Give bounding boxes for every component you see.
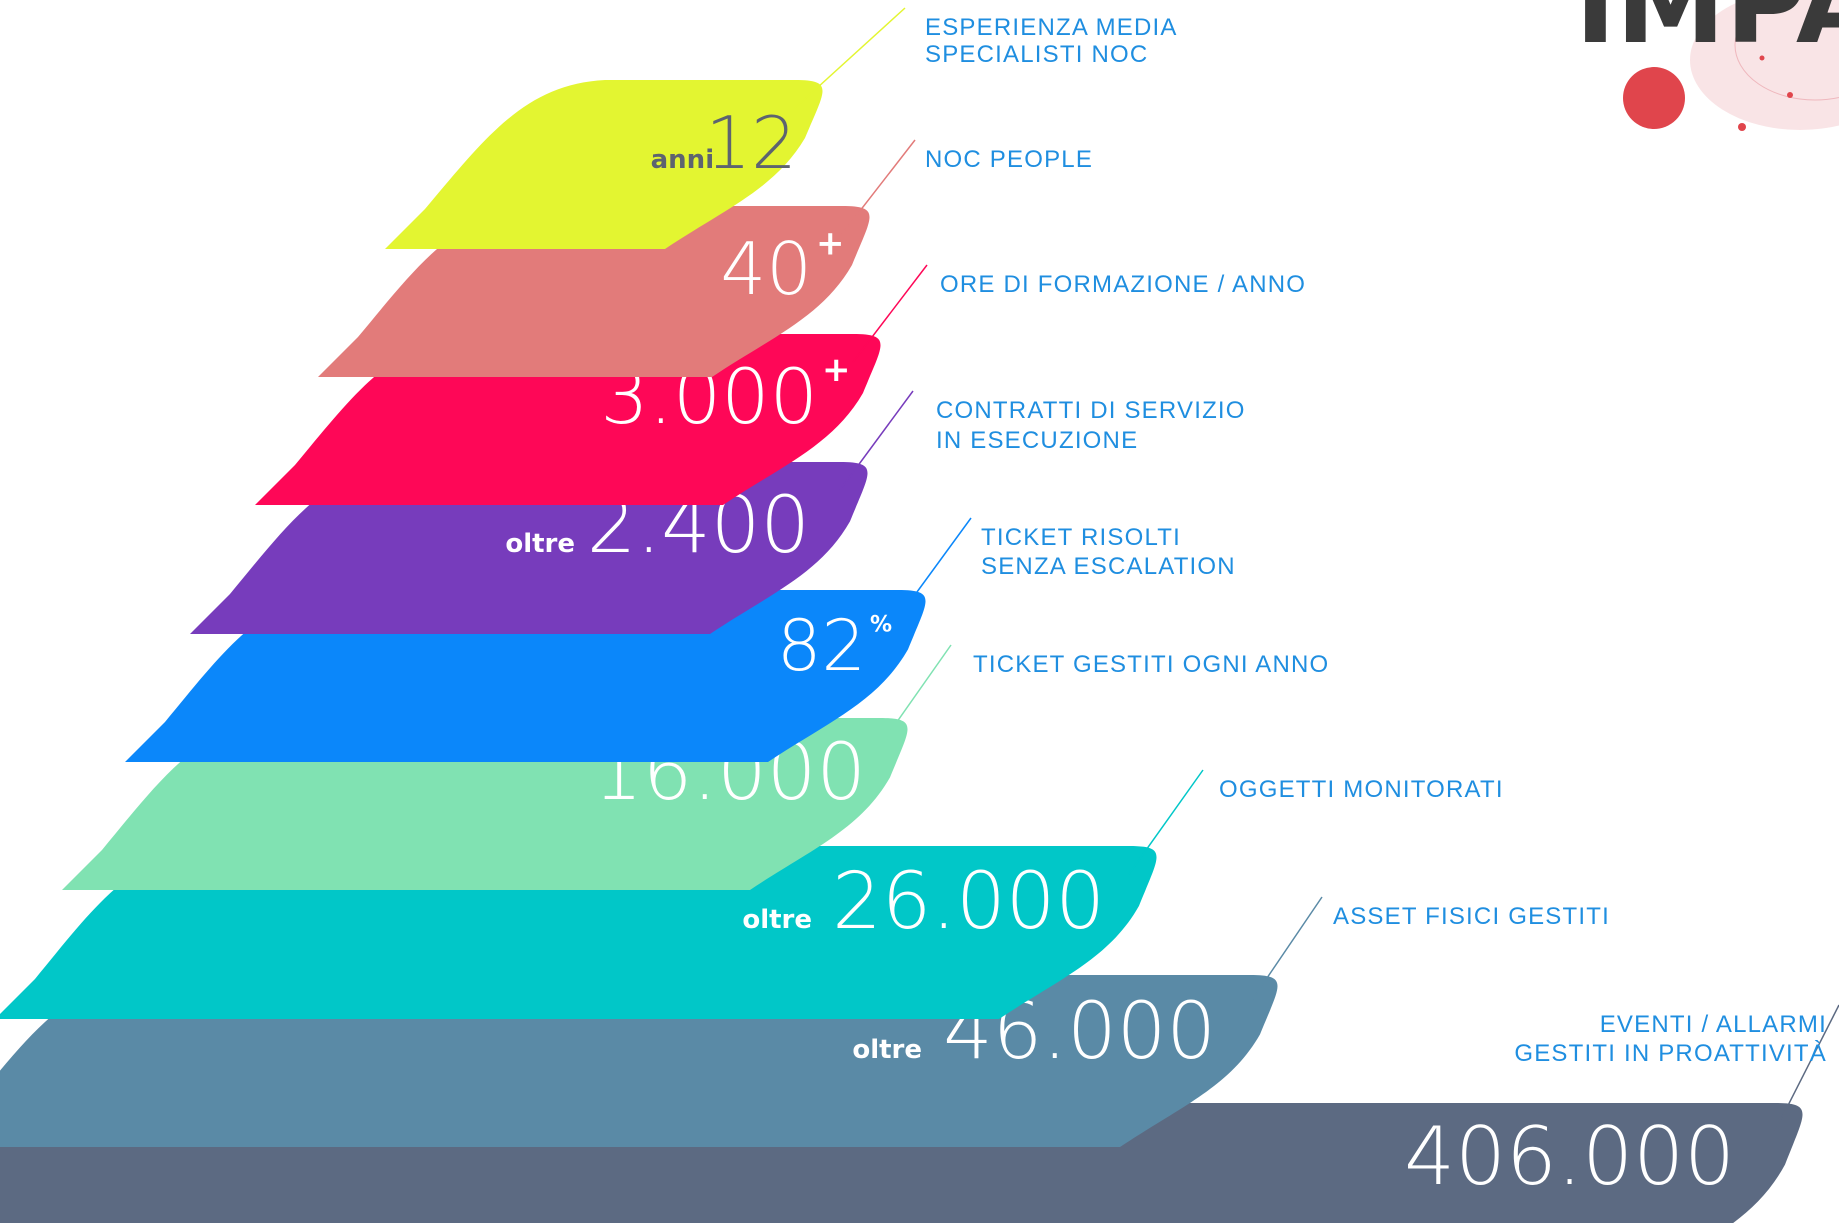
- band-superscript: %: [870, 613, 892, 638]
- band-label-line: SENZA ESCALATION: [981, 553, 1236, 580]
- band-value: 12: [705, 101, 797, 185]
- leader-line: [1774, 1004, 1839, 1132]
- leader-line: [1128, 769, 1204, 875]
- leader-line: [794, 7, 906, 109]
- label-ticket-gestiti: TICKET GESTITI OGNI ANNO: [973, 651, 1329, 678]
- band-superscript: +: [816, 223, 845, 263]
- logo-wordmark: IMPA: [1575, 0, 1839, 68]
- label-asset-fisici: ASSET FISICI GESTITI: [1333, 903, 1610, 930]
- band-label-line: TICKET GESTITI OGNI ANNO: [973, 651, 1329, 678]
- band-value: 82: [777, 605, 866, 687]
- logo-swirl: [1690, 0, 1839, 130]
- logo-corner: IMPA: [1575, 0, 1839, 131]
- logo-dot-small: [1738, 123, 1746, 131]
- band-prefix: anni: [651, 145, 714, 175]
- logo-dot-tiny: [1759, 55, 1765, 61]
- label-noc-people: NOC PEOPLE: [925, 146, 1093, 173]
- band-label-line: SPECIALISTI NOC: [925, 41, 1148, 68]
- band-prefix: oltre: [852, 1035, 922, 1065]
- band-label-line: OGGETTI MONITORATI: [1219, 776, 1504, 803]
- leader-line: [839, 390, 914, 491]
- leader-line: [852, 264, 928, 363]
- band-label-line: ESPERIENZA MEDIA: [925, 14, 1178, 41]
- band-shape: [385, 80, 823, 249]
- logo-dot-tiny: [1787, 92, 1793, 98]
- logo-dot-large: [1623, 67, 1685, 129]
- leader-line: [897, 517, 972, 619]
- band-value: 406.000: [1404, 1110, 1735, 1203]
- band-value: 40: [720, 227, 812, 311]
- label-contratti: CONTRATTI DI SERVIZIO IN ESECUZIONE: [936, 397, 1246, 454]
- band-label-line: EVENTI / ALLARMI: [1600, 1011, 1827, 1038]
- leader-line: [1249, 896, 1323, 1004]
- band-label-line: CONTRATTI DI SERVIZIO: [936, 397, 1246, 424]
- band-superscript: +: [822, 350, 851, 390]
- label-ore-formazione: ORE DI FORMAZIONE / ANNO: [940, 271, 1306, 298]
- label-oggetti-monitorati: OGGETTI MONITORATI: [1219, 776, 1504, 803]
- band-value: 26.000: [832, 857, 1105, 947]
- band-label-line: IN ESECUZIONE: [936, 427, 1138, 454]
- band-label-line: ORE DI FORMAZIONE / ANNO: [940, 271, 1306, 298]
- leader-line: [879, 644, 952, 747]
- band-prefix: oltre: [505, 529, 575, 559]
- leader-line: [841, 139, 916, 235]
- band-label-line: GESTITI IN PROATTIVITÀ: [1514, 1040, 1827, 1067]
- band-label-line: ASSET FISICI GESTITI: [1333, 903, 1610, 930]
- band-prefix: oltre: [742, 905, 812, 935]
- band-label-line: TICKET RISOLTI: [981, 524, 1181, 551]
- logo-swirl-ring: [1734, 0, 1839, 101]
- band-label-line: NOC PEOPLE: [925, 146, 1093, 173]
